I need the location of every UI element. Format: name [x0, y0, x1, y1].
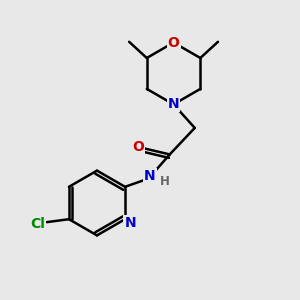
Text: N: N: [144, 169, 156, 183]
Text: O: O: [132, 140, 144, 154]
Text: O: O: [168, 35, 179, 50]
Text: H: H: [160, 175, 170, 188]
Text: N: N: [124, 216, 136, 230]
Text: N: N: [168, 98, 179, 111]
Text: Cl: Cl: [30, 217, 45, 231]
